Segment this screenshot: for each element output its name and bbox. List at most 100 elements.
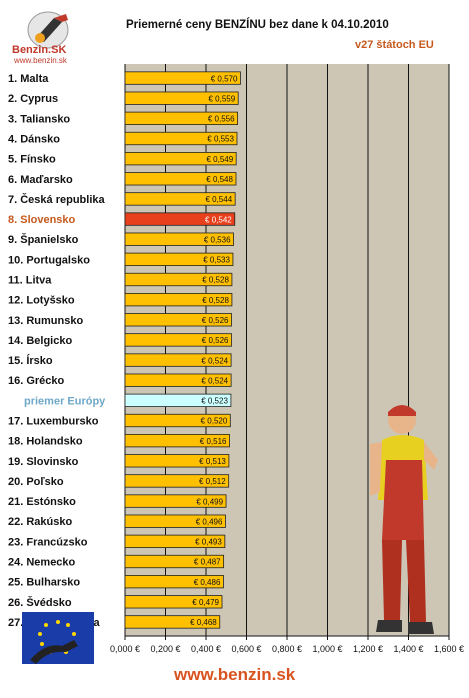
logo-url: www.benzin.sk — [14, 56, 67, 65]
bar — [124, 313, 232, 327]
x-tick-label: 1,400 € — [393, 644, 423, 654]
bar-value-label: € 0,549 — [206, 155, 233, 164]
bar-value-label: € 0,556 — [208, 115, 235, 124]
category-label: 3. Taliansko — [8, 113, 70, 125]
bar — [124, 554, 225, 569]
bar-value-label: € 0,493 — [195, 538, 222, 547]
bar — [124, 615, 221, 629]
bar-value-label: € 0,559 — [208, 94, 235, 103]
category-label: 7. Česká republika — [8, 193, 105, 206]
bar — [124, 272, 233, 287]
x-tick-label: 0,400 € — [191, 644, 221, 654]
category-label: 20. Poľsko — [8, 476, 64, 488]
category-label: 21. Estónsko — [8, 496, 76, 508]
bar-value-label: € 0,479 — [192, 598, 219, 607]
bar — [124, 433, 230, 448]
category-label: 11. Litva — [8, 275, 52, 287]
chart-title: Priemerné ceny BENZÍNU bez dane k 04.10.… — [126, 19, 389, 31]
category-label: 18. Holandsko — [8, 436, 83, 448]
bar-value-label: € 0,513 — [199, 457, 226, 466]
category-label: 8. Slovensko — [8, 214, 76, 226]
bar-value-label: € 0,548 — [206, 175, 233, 184]
category-label: 4. Dánsko — [8, 134, 60, 146]
bar-value-label: € 0,544 — [205, 195, 232, 204]
bar — [124, 131, 238, 146]
bar-value-label: € 0,468 — [190, 618, 217, 627]
bar-value-label: € 0,542 — [205, 215, 232, 224]
bar-value-label: € 0,496 — [196, 517, 223, 526]
bar — [124, 91, 239, 105]
bar-value-label: € 0,533 — [203, 256, 230, 265]
bar-value-label: € 0,536 — [204, 235, 231, 244]
category-label: 13. Rumunsko — [8, 315, 83, 327]
bar — [124, 333, 232, 347]
bar — [124, 413, 231, 428]
eu-flag-fuel-nozzle-icon — [22, 612, 94, 664]
bar — [124, 494, 227, 508]
bar-value-label: € 0,516 — [200, 437, 227, 446]
category-label: 2. Cyprus — [8, 93, 58, 105]
category-label: 22. Rakúsko — [8, 516, 72, 528]
category-label: 19. Slovinsko — [8, 456, 79, 468]
bar-value-label: € 0,528 — [202, 276, 229, 285]
category-label: priemer Európy — [24, 395, 106, 407]
bar-value-label: € 0,499 — [196, 497, 223, 506]
category-label: 14. Belgicko — [8, 335, 72, 347]
bar-value-label: € 0,523 — [201, 397, 228, 406]
x-tick-label: 1,600 € — [434, 644, 464, 654]
category-label: 6. Maďarsko — [8, 174, 73, 186]
bar — [124, 252, 234, 267]
category-label: 26. Švédsko — [8, 596, 72, 609]
category-label: 16. Grécko — [8, 375, 65, 387]
x-tick-label: 0,600 € — [231, 644, 261, 654]
bar — [124, 71, 241, 85]
category-label: 5. Fínsko — [8, 154, 56, 166]
category-label: 23. Francúzsko — [8, 536, 88, 548]
category-label: 10. Portugalsko — [8, 254, 90, 266]
gas-attendant-figure — [370, 405, 438, 634]
bar — [124, 574, 224, 589]
bar — [124, 353, 232, 367]
bar-value-label: € 0,553 — [207, 135, 234, 144]
bar — [124, 393, 232, 408]
x-tick-label: 0,000 € — [110, 644, 140, 654]
chart-subtitle: v27 štátoch EU — [355, 39, 434, 51]
category-label: 1. Malta — [8, 73, 49, 85]
x-tick-label: 0,200 € — [150, 644, 180, 654]
bar — [124, 172, 237, 186]
x-tick-label: 0,800 € — [272, 644, 302, 654]
category-label: 9. Španielsko — [8, 233, 79, 246]
bar — [124, 232, 234, 246]
category-label: 17. Luxembursko — [8, 416, 99, 428]
bar — [124, 373, 232, 387]
bar — [124, 212, 236, 226]
bar-value-label: € 0,524 — [201, 376, 228, 385]
bar-value-label: € 0,524 — [201, 356, 228, 365]
bar-value-label: € 0,526 — [202, 316, 229, 325]
bar — [124, 474, 230, 488]
category-label: 25. Bulharsko — [8, 577, 80, 589]
category-label: 24. Nemecko — [8, 557, 76, 569]
bar — [124, 514, 226, 528]
bar-value-label: € 0,528 — [202, 296, 229, 305]
bar — [124, 151, 237, 166]
bar-value-label: € 0,512 — [199, 477, 226, 486]
logo-text: Benzin.SK — [12, 44, 67, 56]
bar-value-label: € 0,520 — [201, 417, 228, 426]
x-tick-label: 1,200 € — [353, 644, 383, 654]
bar — [124, 454, 230, 468]
bar-value-label: € 0,570 — [211, 74, 238, 83]
benzin-logo-icon — [27, 11, 69, 49]
bar — [124, 111, 238, 126]
bar — [124, 192, 236, 206]
category-label: 15. Írsko — [8, 354, 53, 367]
x-tick-label: 1,000 € — [312, 644, 342, 654]
bar — [124, 292, 233, 307]
bar-value-label: € 0,526 — [202, 336, 229, 345]
bar-value-label: € 0,487 — [194, 558, 221, 567]
bar — [124, 534, 226, 549]
footer-url: www.benzin.sk — [174, 665, 296, 684]
bar-value-label: € 0,486 — [194, 578, 221, 587]
